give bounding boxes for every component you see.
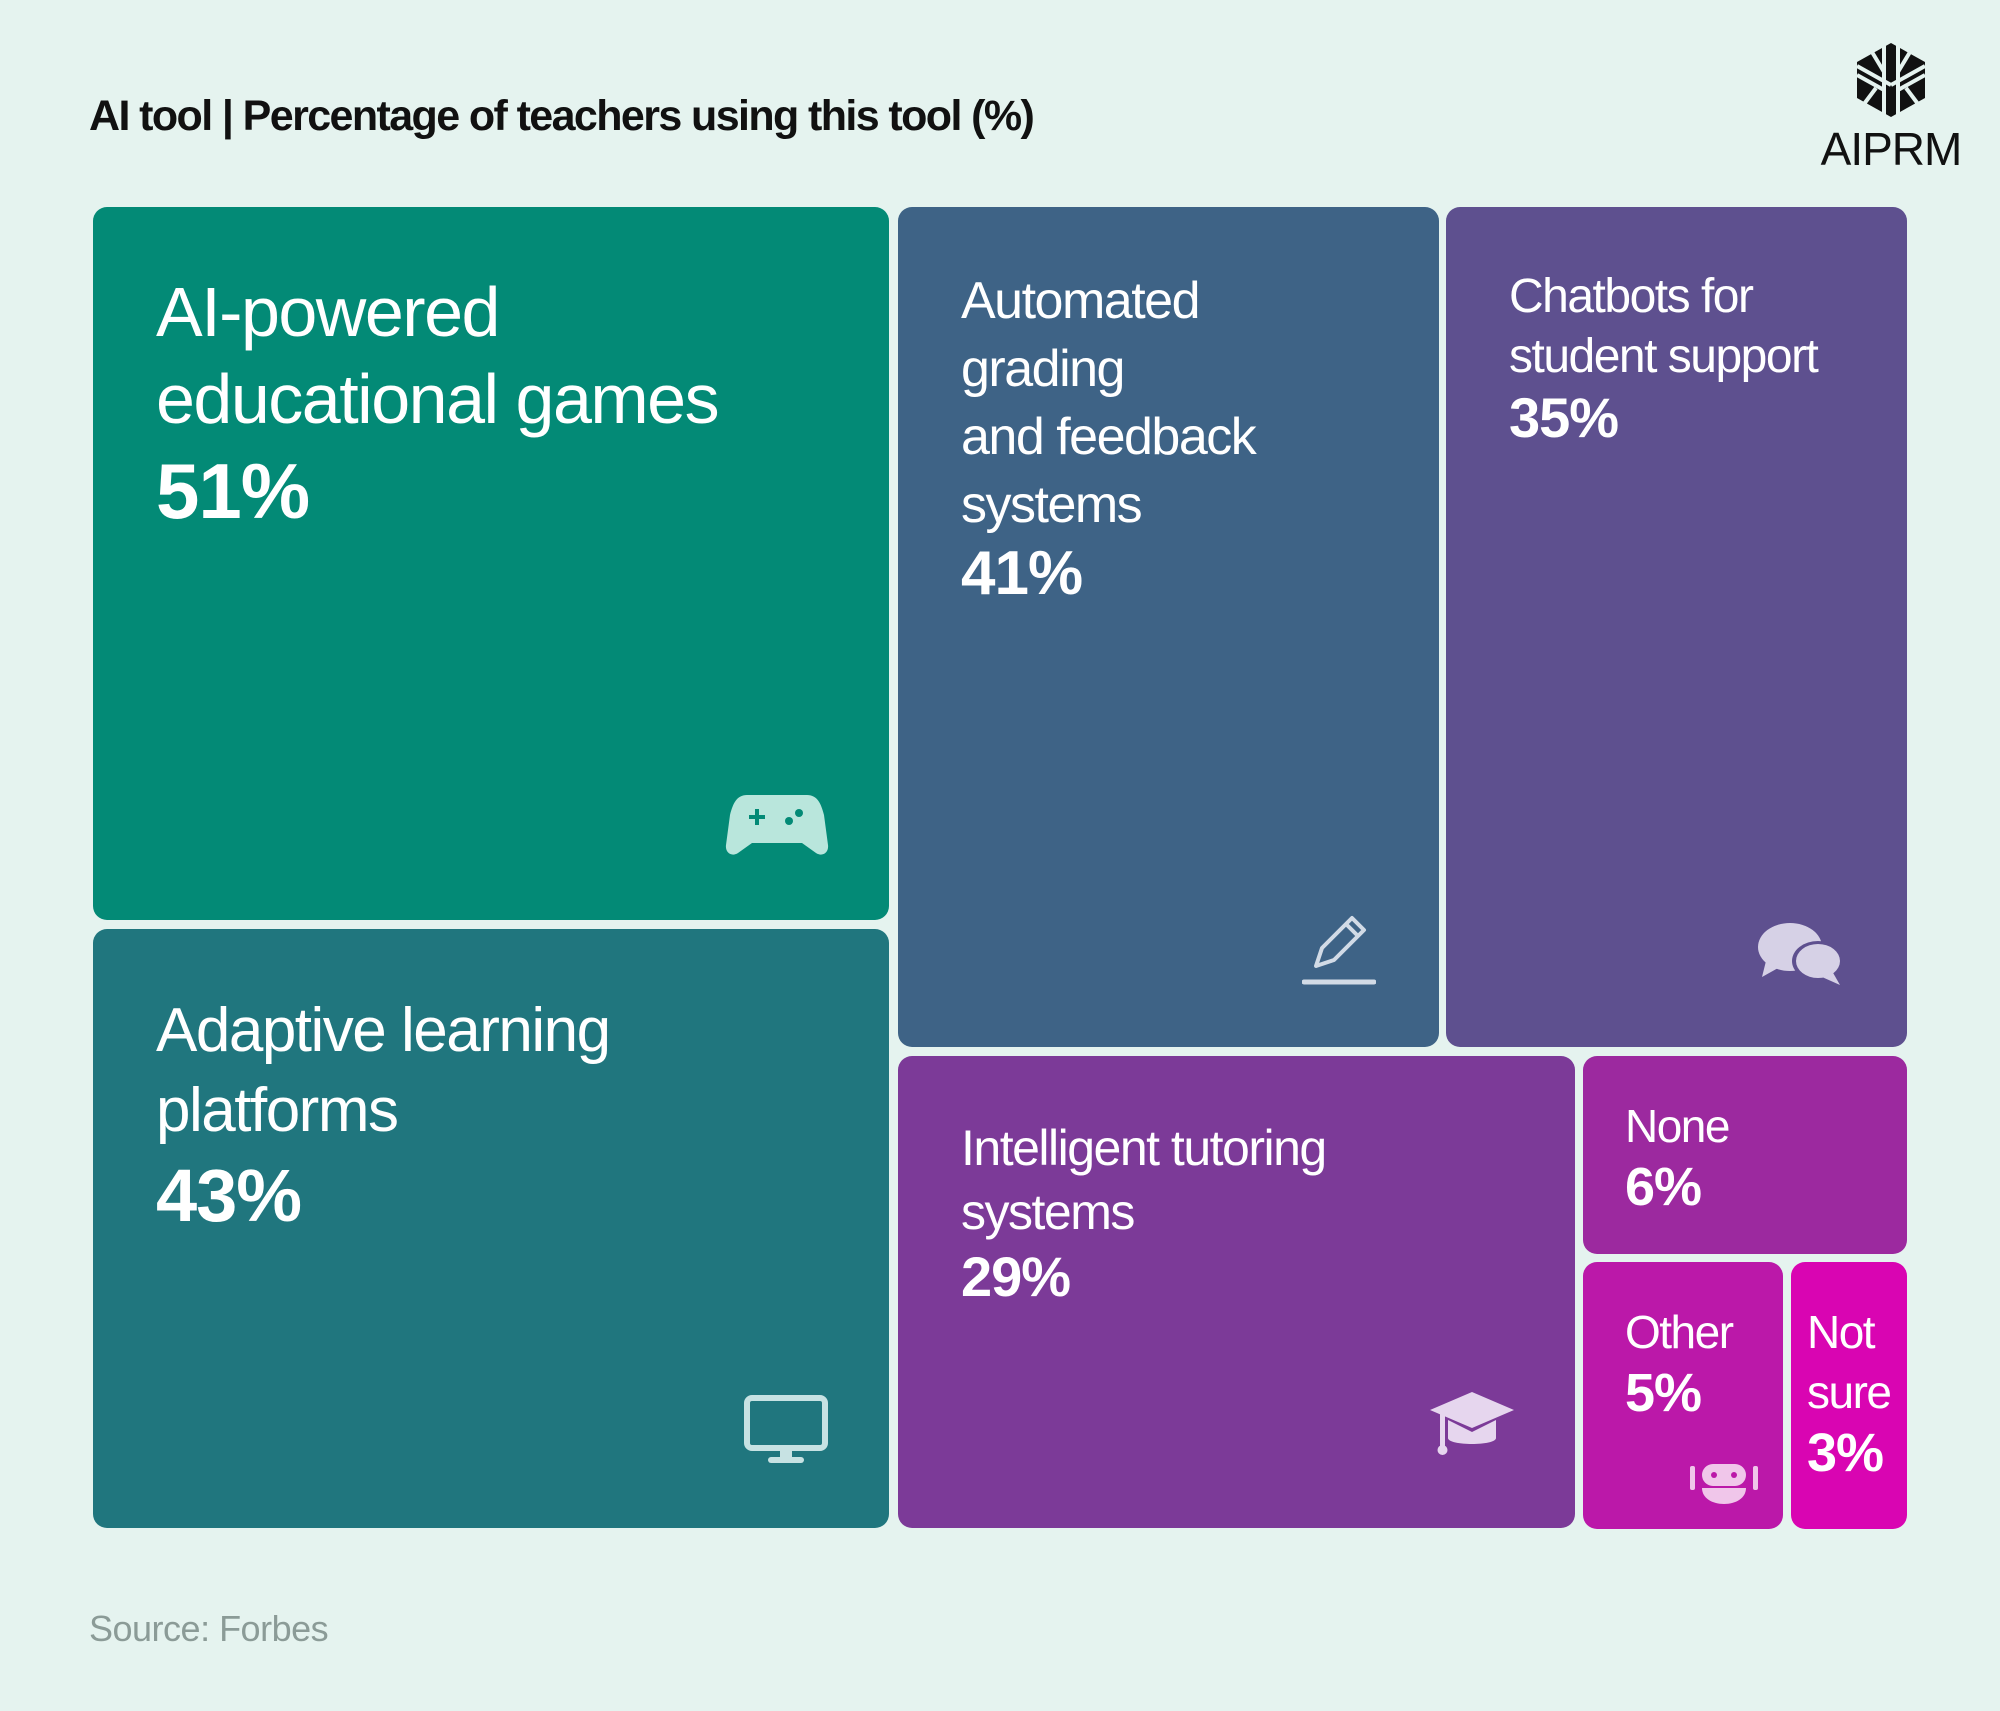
graduation-cap-icon <box>1430 1390 1514 1466</box>
tile-label-line: systems <box>961 476 1143 534</box>
treemap-tile: Adaptive learning platforms 43% <box>93 929 889 1528</box>
tile-label-line: grading <box>961 340 1125 398</box>
tile-label: Intelligent tutoring systems 29% <box>961 1116 1327 1310</box>
treemap-tile: Automated grading and feedback systems 41% <box>898 207 1439 1047</box>
tile-label: Chatbots for student support 35% <box>1509 267 1819 449</box>
tile-label-line: Intelligent tutoring <box>961 1120 1327 1176</box>
treemap-tile: Chatbots for student support 35% <box>1446 207 1907 1047</box>
tile-label-line: Adaptive learning <box>156 996 611 1065</box>
tile-label: AI-powered educational games 51% <box>156 269 720 540</box>
tile-label-line: Not <box>1807 1306 1876 1358</box>
tile-label-line: Other <box>1625 1306 1734 1358</box>
chat-bubbles-icon <box>1756 921 1846 987</box>
tile-label: Adaptive learning platforms 43% <box>156 991 611 1241</box>
monitor-icon <box>744 1395 828 1465</box>
tile-label: Not sure 3% <box>1807 1302 1892 1484</box>
tile-label: Other 5% <box>1625 1302 1734 1424</box>
tile-label-line: and feedback <box>961 408 1257 466</box>
tile-label-line: Chatbots for <box>1509 270 1754 323</box>
tile-value-label: 5% <box>1625 1363 1702 1423</box>
treemap-tile: Other 5% <box>1583 1262 1783 1529</box>
tile-label: None 6% <box>1625 1096 1730 1218</box>
tile-value-label: 41% <box>961 539 1083 608</box>
treemap-tile: None 6% <box>1583 1056 1907 1254</box>
robot-icon <box>1690 1460 1758 1506</box>
tile-label-line: sure <box>1807 1366 1892 1418</box>
pencil-icon <box>1301 912 1377 986</box>
game-controller-icon <box>725 793 829 857</box>
aiprm-logo-icon <box>1856 43 1926 117</box>
aiprm-logo: AIPRM <box>1818 42 1964 176</box>
tile-value-label: 35% <box>1509 386 1619 449</box>
treemap-tile: Intelligent tutoring systems 29% <box>898 1056 1575 1528</box>
tile-value-label: 43% <box>156 1154 302 1237</box>
logo-text: AIPRM <box>1820 123 1963 175</box>
tile-label-line: educational games <box>156 360 720 438</box>
tile-value-label: 51% <box>156 447 310 535</box>
tile-value-label: 6% <box>1625 1157 1702 1217</box>
tile-label: Automated grading and feedback systems 41% <box>961 267 1257 609</box>
source-note: Source: Forbes <box>89 1608 329 1649</box>
tile-label-line: AI-powered <box>156 273 500 351</box>
tile-label-line: student support <box>1509 330 1819 383</box>
tile-label-line: Automated <box>961 272 1201 330</box>
tile-label-line: systems <box>961 1184 1135 1240</box>
tile-label-line: platforms <box>156 1076 399 1145</box>
tile-value-label: 3% <box>1807 1423 1884 1483</box>
treemap-tile: Not sure 3% <box>1791 1262 1907 1529</box>
chart-title: AI tool | Percentage of teachers using t… <box>89 92 1035 140</box>
tile-label-line: None <box>1625 1100 1730 1152</box>
tile-value-label: 29% <box>961 1245 1071 1308</box>
